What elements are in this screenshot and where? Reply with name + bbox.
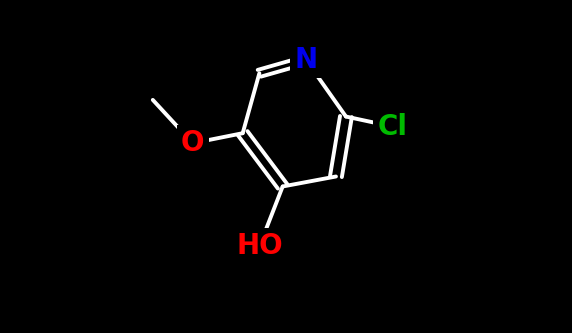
Text: N: N xyxy=(295,46,317,74)
Text: Cl: Cl xyxy=(378,113,408,141)
Text: O: O xyxy=(181,129,205,157)
Text: HO: HO xyxy=(236,232,283,260)
